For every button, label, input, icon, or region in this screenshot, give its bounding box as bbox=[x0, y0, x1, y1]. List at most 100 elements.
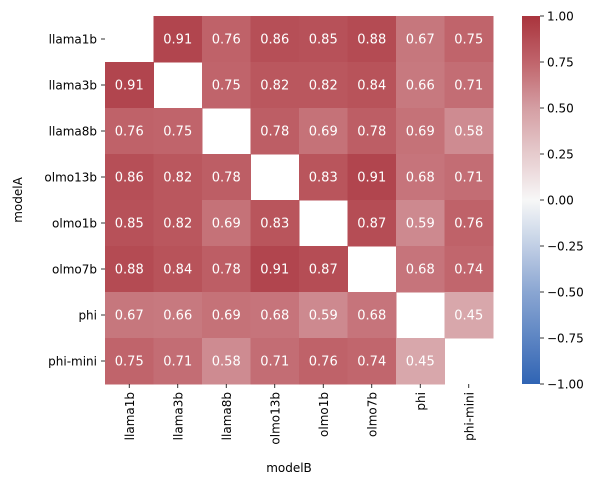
colorbar-ticks: 1.00 0.75 0.50 0.25 0.00 −0.25 −0.50 −0.75 −1.00 bbox=[540, 10, 584, 392]
heatmap-cell bbox=[444, 16, 494, 63]
x-tick-label: phi bbox=[414, 392, 428, 411]
cell-value-label: 0.82 bbox=[163, 171, 192, 186]
cell-value-label: 0.71 bbox=[454, 171, 483, 186]
x-tick-label: phi-mini bbox=[462, 392, 476, 441]
heatmap-cell bbox=[396, 200, 445, 247]
heatmap-cell bbox=[105, 292, 154, 339]
cell-value-label: 0.71 bbox=[454, 79, 483, 94]
heatmap-cell bbox=[396, 108, 445, 155]
cell-value-label: 0.68 bbox=[357, 309, 386, 324]
cell-value-label: 0.74 bbox=[454, 263, 483, 278]
heatmap-cell bbox=[250, 62, 300, 109]
heatmap-cell bbox=[105, 246, 154, 293]
cell-value-label: 0.91 bbox=[357, 171, 386, 186]
heatmap-cell bbox=[347, 200, 397, 247]
heatmap-cell bbox=[202, 16, 251, 63]
colorbar-tick-label: −0.50 bbox=[547, 286, 584, 300]
y-tick-label: llama3b bbox=[49, 79, 97, 93]
heatmap-cell bbox=[347, 154, 397, 201]
cell-value-label: 0.78 bbox=[212, 171, 241, 186]
cell-value-label: 0.85 bbox=[115, 217, 144, 232]
heatmap-cell bbox=[347, 16, 397, 63]
colorbar-tick-label: 0.75 bbox=[547, 56, 574, 70]
cell-value-label: 0.75 bbox=[163, 125, 192, 140]
x-tick-label: llama1b bbox=[123, 392, 137, 440]
cell-value-label: 0.66 bbox=[163, 309, 192, 324]
cell-value-label: 0.58 bbox=[212, 355, 241, 370]
heatmap-cell bbox=[299, 154, 348, 201]
x-axis-ticks: llama1b llama3b llama8b olmo13b olmo1b olmo7b… bbox=[123, 384, 476, 445]
colorbar bbox=[522, 16, 540, 384]
heatmap-cell bbox=[347, 62, 397, 109]
heatmap-cell bbox=[202, 62, 251, 109]
heatmap-cell bbox=[299, 338, 348, 385]
y-axis-ticks: llama1b llama3b llama8b olmo13b olmo1b olmo7b… bbox=[44, 33, 105, 369]
colorbar-tick-label: 1.00 bbox=[547, 10, 574, 24]
heatmap-cell bbox=[153, 108, 203, 155]
cell-value-label: 0.59 bbox=[309, 309, 338, 324]
heatmap-cell bbox=[347, 292, 397, 339]
heatmap-cell bbox=[202, 292, 251, 339]
cell-value-label: 0.84 bbox=[357, 79, 386, 94]
heatmap-cell bbox=[299, 108, 348, 155]
y-tick-label: phi-mini bbox=[48, 355, 97, 369]
cell-value-label: 0.83 bbox=[260, 217, 289, 232]
heatmap-cell bbox=[202, 200, 251, 247]
x-axis-label: modelB bbox=[266, 461, 312, 475]
heatmap-cell bbox=[444, 200, 494, 247]
cell-value-label: 0.82 bbox=[309, 79, 338, 94]
heatmap-cell bbox=[299, 246, 348, 293]
heatmap-cell bbox=[250, 246, 300, 293]
heatmap-cell bbox=[396, 338, 445, 385]
cell-value-label: 0.69 bbox=[212, 309, 241, 324]
cell-value-label: 0.82 bbox=[260, 79, 289, 94]
cell-value-label: 0.75 bbox=[454, 33, 483, 48]
heatmap-cell bbox=[105, 200, 154, 247]
heatmap-cell bbox=[250, 16, 300, 63]
heatmap-cell bbox=[299, 292, 348, 339]
cell-value-label: 0.76 bbox=[454, 217, 483, 232]
y-axis-label: modelA bbox=[11, 176, 25, 222]
colorbar-tick-label: −0.25 bbox=[547, 240, 584, 254]
colorbar-tick-label: 0.00 bbox=[547, 194, 574, 208]
cell-value-label: 0.76 bbox=[212, 33, 241, 48]
cell-value-label: 0.84 bbox=[163, 263, 192, 278]
heatmap-cell bbox=[153, 200, 203, 247]
colorbar-tick-label: 0.50 bbox=[547, 102, 574, 116]
cell-value-label: 0.69 bbox=[406, 125, 435, 140]
heatmap-cell bbox=[105, 62, 154, 109]
colorbar-tick-label: −1.00 bbox=[547, 378, 584, 392]
cell-value-label: 0.68 bbox=[260, 309, 289, 324]
heatmap-cell bbox=[444, 108, 494, 155]
cell-value-label: 0.71 bbox=[163, 355, 192, 370]
heatmap-cell bbox=[299, 16, 348, 63]
y-tick-label: olmo13b bbox=[44, 171, 97, 185]
cell-value-label: 0.91 bbox=[115, 79, 144, 94]
cell-value-label: 0.45 bbox=[454, 309, 483, 324]
y-tick-label: phi bbox=[78, 309, 97, 323]
cell-value-label: 0.68 bbox=[406, 263, 435, 278]
heatmap-cell bbox=[250, 292, 300, 339]
cell-value-label: 0.78 bbox=[260, 125, 289, 140]
cell-value-label: 0.91 bbox=[260, 263, 289, 278]
heatmap-cell bbox=[396, 246, 445, 293]
cell-value-label: 0.75 bbox=[212, 79, 241, 94]
cell-value-label: 0.69 bbox=[309, 125, 338, 140]
cell-value-label: 0.67 bbox=[115, 309, 144, 324]
cell-value-label: 0.78 bbox=[212, 263, 241, 278]
x-tick-label: llama3b bbox=[171, 392, 185, 440]
cell-value-label: 0.85 bbox=[309, 33, 338, 48]
heatmap-cell bbox=[202, 338, 251, 385]
cell-value-label: 0.67 bbox=[406, 33, 435, 48]
heatmap-cell bbox=[153, 338, 203, 385]
heatmap-cell bbox=[105, 338, 154, 385]
cell-value-label: 0.59 bbox=[406, 217, 435, 232]
heatmap-cell bbox=[396, 16, 445, 63]
heatmap-cell bbox=[202, 154, 251, 201]
cell-value-label: 0.68 bbox=[406, 171, 435, 186]
heatmap-cell bbox=[444, 62, 494, 109]
colorbar-tick-label: 0.25 bbox=[547, 148, 574, 162]
colorbar-tick-label: −0.75 bbox=[547, 332, 584, 346]
cell-value-label: 0.87 bbox=[357, 217, 386, 232]
